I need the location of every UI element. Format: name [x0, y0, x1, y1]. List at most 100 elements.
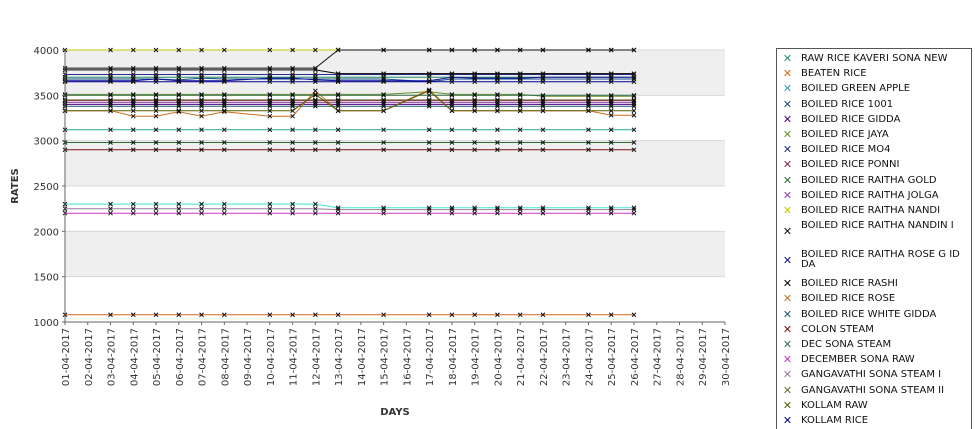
legend-marker-icon: ✕: [782, 307, 793, 321]
data-point: [290, 98, 295, 104]
data-point: [608, 92, 614, 98]
x-tick-label: 16-04-2017: [402, 328, 413, 386]
data-point: [449, 312, 455, 318]
data-point: [176, 77, 182, 83]
series-line: [65, 208, 634, 211]
data-point: [449, 92, 455, 97]
data-point: [176, 92, 182, 98]
data-point: [335, 102, 341, 107]
data-point: [426, 97, 432, 103]
data-point: [176, 47, 182, 53]
data-point: [540, 47, 546, 53]
data-point: [221, 127, 227, 133]
legend-label: COLON STEAM: [801, 323, 874, 335]
data-point: [290, 206, 295, 212]
data-point: [449, 210, 455, 216]
data-point: [335, 210, 341, 216]
data-point: [449, 98, 455, 104]
data-point: [108, 108, 113, 114]
data-point: [153, 201, 159, 207]
y-tick-label: 3000: [34, 137, 59, 148]
data-point: [176, 92, 182, 97]
data-point: [312, 67, 318, 73]
data-point: [335, 205, 341, 211]
legend-marker-icon: ✕: [782, 112, 793, 126]
data-point: [472, 75, 478, 81]
data-point: [517, 92, 523, 97]
data-point: [221, 103, 227, 109]
data-point: [495, 98, 500, 104]
data-point: [130, 65, 136, 71]
legend-label: BOILED RICE MO4: [801, 144, 891, 156]
data-point: [312, 98, 318, 104]
x-tick-label: 08-04-2017: [220, 328, 231, 386]
data-point: [586, 207, 591, 212]
data-point: [108, 92, 113, 97]
data-point: [153, 206, 159, 212]
data-point: [176, 108, 182, 114]
data-point: [221, 47, 227, 53]
data-point: [130, 92, 136, 97]
data-point: [631, 74, 637, 80]
data-point: [312, 140, 318, 145]
data-point: [199, 312, 204, 318]
data-point: [540, 207, 546, 212]
data-point: [130, 140, 136, 145]
x-tick-label: 09-04-2017: [243, 328, 254, 386]
data-point: [290, 47, 295, 53]
data-point: [381, 127, 386, 133]
data-point: [312, 102, 318, 107]
data-point: [495, 97, 500, 103]
data-point: [426, 140, 432, 145]
data-point: [449, 147, 455, 153]
data-point: [517, 207, 523, 212]
data-point: [586, 312, 591, 318]
data-point: [540, 312, 546, 318]
data-point: [381, 102, 386, 107]
legend-label: RAW RICE KAVERI SONA NEW: [801, 53, 948, 64]
data-point: [608, 205, 614, 211]
data-point: [176, 206, 182, 212]
data-point: [267, 75, 273, 81]
data-point: [267, 108, 273, 114]
data-point: [540, 147, 546, 153]
data-point: [312, 79, 318, 85]
data-point: [631, 207, 637, 212]
legend-item: ✕ DEC SONA STEAM: [777, 339, 969, 350]
data-point: [290, 92, 295, 97]
data-point: [449, 140, 455, 145]
data-point: [586, 79, 591, 85]
data-point: [290, 102, 295, 107]
data-point: [267, 97, 273, 103]
data-point: [153, 47, 159, 53]
data-point: [449, 103, 455, 109]
grid-band: [65, 140, 725, 186]
data-point: [472, 92, 478, 98]
data-point: [517, 312, 523, 318]
data-point: [335, 97, 341, 103]
data-point: [495, 47, 500, 53]
data-point: [472, 79, 478, 85]
x-tick-label: 22-04-2017: [539, 328, 550, 386]
data-point: [540, 97, 546, 103]
data-point: [267, 206, 273, 212]
data-point: [290, 67, 295, 73]
data-point: [199, 206, 204, 212]
data-point: [426, 78, 432, 84]
data-point: [153, 103, 159, 109]
data-point: [608, 79, 614, 85]
data-point: [540, 93, 546, 99]
data-point: [517, 79, 523, 85]
data-point: [153, 97, 159, 103]
data-point: [495, 92, 500, 97]
axes: [62, 49, 726, 325]
data-point: [312, 97, 318, 103]
legend-label: BOILED RICE RAITHA GOLD: [801, 174, 937, 186]
data-point: [267, 140, 273, 145]
data-point: [199, 92, 204, 98]
data-point: [381, 205, 386, 211]
data-point: [449, 97, 455, 103]
legend-label: BOILED RICE GIDDA: [801, 113, 901, 125]
data-point: [267, 102, 273, 107]
data-point: [199, 108, 204, 114]
